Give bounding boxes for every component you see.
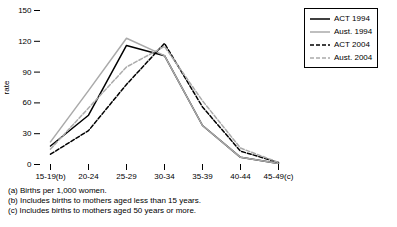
html-text:Aust. 1994: Aust. 1994 <box>334 27 373 36</box>
svg-text:0: 0 <box>27 160 32 169</box>
svg-text:25-29: 25-29 <box>116 172 137 181</box>
svg-text:15-19(b): 15-19(b) <box>35 172 66 181</box>
svg-text:150: 150 <box>18 6 32 15</box>
svg-text:35-39: 35-39 <box>192 172 213 181</box>
html-text:ACT 2004: ACT 2004 <box>334 40 370 49</box>
svg-text:120: 120 <box>18 37 32 46</box>
html-text:ACT 1994: ACT 1994 <box>334 14 370 23</box>
svg-text:rate: rate <box>2 80 11 94</box>
html-text:(c) Includes births to mothers: (c) Includes births to mothers aged 50 y… <box>8 206 197 215</box>
html-text:Aust. 2004: Aust. 2004 <box>334 53 373 62</box>
svg-text:90: 90 <box>23 68 32 77</box>
svg-text:60: 60 <box>23 98 32 107</box>
html-text:(b) Includes births to mothers: (b) Includes births to mothers aged less… <box>8 196 201 205</box>
svg-text:45-49(c): 45-49(c) <box>264 172 294 181</box>
svg-text:30-34: 30-34 <box>154 172 175 181</box>
svg-text:20-24: 20-24 <box>78 172 99 181</box>
svg-text:30: 30 <box>23 129 32 138</box>
html-text:(a) Births per 1,000 women.: (a) Births per 1,000 women. <box>8 186 107 195</box>
svg-text:40-44: 40-44 <box>230 172 251 181</box>
